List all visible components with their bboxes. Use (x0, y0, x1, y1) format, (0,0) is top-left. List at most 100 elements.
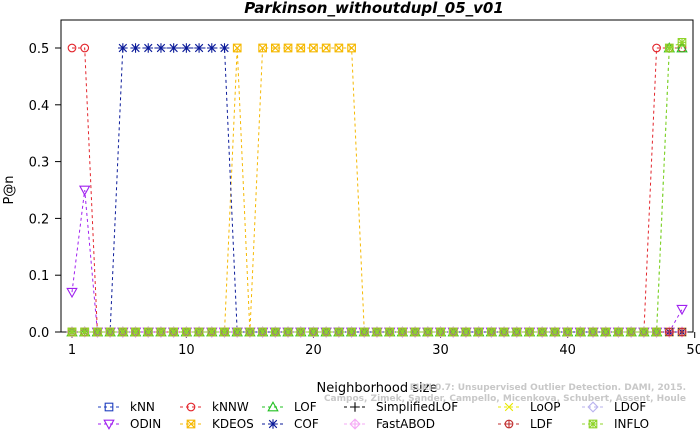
legend-item: kNNW (180, 400, 249, 414)
data-point (626, 327, 636, 337)
data-point (309, 43, 318, 53)
data-point (270, 327, 280, 337)
data-point (181, 43, 192, 53)
data-point (66, 287, 78, 299)
series-layer (66, 37, 688, 338)
data-point (652, 327, 661, 337)
data-point (436, 327, 445, 337)
plot-frame (60, 19, 694, 333)
data-point (156, 43, 166, 53)
data-point (359, 327, 369, 337)
data-point (283, 43, 293, 53)
data-point (131, 327, 140, 337)
series-line (72, 47, 682, 333)
data-point (487, 327, 496, 337)
data-point (321, 43, 331, 53)
y-tick-label: 0.2 (29, 212, 50, 227)
legend-label: KDEOS (212, 417, 254, 431)
data-point (664, 327, 674, 337)
legend-label: SimplifiedLOF (376, 400, 458, 414)
y-tick-label: 0.0 (29, 326, 50, 341)
series-line (72, 47, 682, 333)
legend-label: kNNW (212, 400, 249, 414)
legend-item: ODIN (98, 417, 161, 431)
watermark-line-2: Campos, Zimek, Sander, Campello, Micenko… (324, 394, 686, 404)
data-point (207, 327, 217, 337)
data-point (321, 327, 331, 337)
y-axis-label: P@n (2, 175, 17, 204)
legend-item: SimplifiedLOF (344, 400, 458, 414)
legend-marker (587, 401, 599, 413)
data-point (206, 43, 217, 53)
legend-label: COF (294, 417, 319, 431)
data-point (385, 327, 395, 337)
data-point (182, 327, 191, 337)
legend-marker (588, 419, 598, 429)
legend-label: FastABOD (376, 417, 435, 431)
legend-item: LOF (262, 400, 317, 414)
data-point (563, 327, 572, 337)
data-point (474, 327, 484, 337)
data-point (194, 43, 204, 53)
series-line (72, 41, 683, 333)
data-point (461, 327, 471, 337)
data-point (423, 327, 433, 337)
data-point (67, 43, 77, 53)
legend-marker (504, 402, 514, 412)
data-point (143, 43, 154, 53)
legend-label: LoOP (530, 400, 561, 414)
legend-marker (268, 419, 278, 429)
data-point (550, 327, 560, 337)
data-point (270, 43, 280, 53)
data-point (105, 327, 115, 337)
series-inflo (67, 37, 687, 337)
watermark-line-1: ELKI 0.7: Unsupervised Outlier Detection… (410, 383, 686, 393)
x-axis: 1 10 20 30 40 50 (68, 332, 700, 358)
y-tick-label: 0.1 (29, 269, 50, 284)
data-point (194, 327, 204, 337)
legend-marker (267, 401, 279, 412)
legend-item: KDEOS (180, 417, 254, 431)
legend-label: kNN (130, 400, 155, 414)
legend-marker (504, 419, 514, 429)
data-point (118, 43, 128, 53)
legend-label: INFLO (614, 417, 649, 431)
legend-item: INFLO (582, 417, 649, 431)
chart-title: Parkinson_withoutdupl_05_v01 (244, 0, 504, 17)
data-point (525, 327, 534, 337)
data-point (78, 185, 91, 196)
y-tick-label: 0.3 (29, 156, 50, 171)
data-point (219, 43, 230, 53)
series-knnw (67, 43, 687, 337)
data-point (309, 327, 318, 337)
data-point (677, 37, 687, 47)
data-point (372, 327, 382, 337)
series-kdeos (67, 43, 687, 337)
legend-item: LDF (498, 417, 553, 431)
data-point (499, 327, 509, 337)
y-tick-label: 0.4 (29, 99, 50, 114)
data-point (448, 327, 458, 337)
data-point (334, 327, 344, 337)
data-point (93, 327, 102, 337)
data-point (676, 304, 688, 316)
legend-marker (103, 419, 115, 430)
x-tick-label: 30 (432, 343, 449, 358)
legend-label: LDOF (614, 400, 646, 414)
legend-item: kNN (98, 400, 155, 414)
data-point (614, 327, 623, 337)
legend-label: LDF (530, 417, 553, 431)
data-point (676, 42, 688, 53)
data-point (639, 327, 649, 337)
series-line (72, 47, 682, 333)
data-point (296, 43, 306, 53)
legend-label: ODIN (130, 417, 161, 431)
data-point (232, 327, 242, 337)
data-point (67, 327, 77, 337)
data-point (664, 43, 674, 53)
data-point (169, 327, 179, 337)
data-point (296, 327, 306, 337)
data-point (168, 43, 179, 53)
legend-marker (350, 402, 360, 412)
